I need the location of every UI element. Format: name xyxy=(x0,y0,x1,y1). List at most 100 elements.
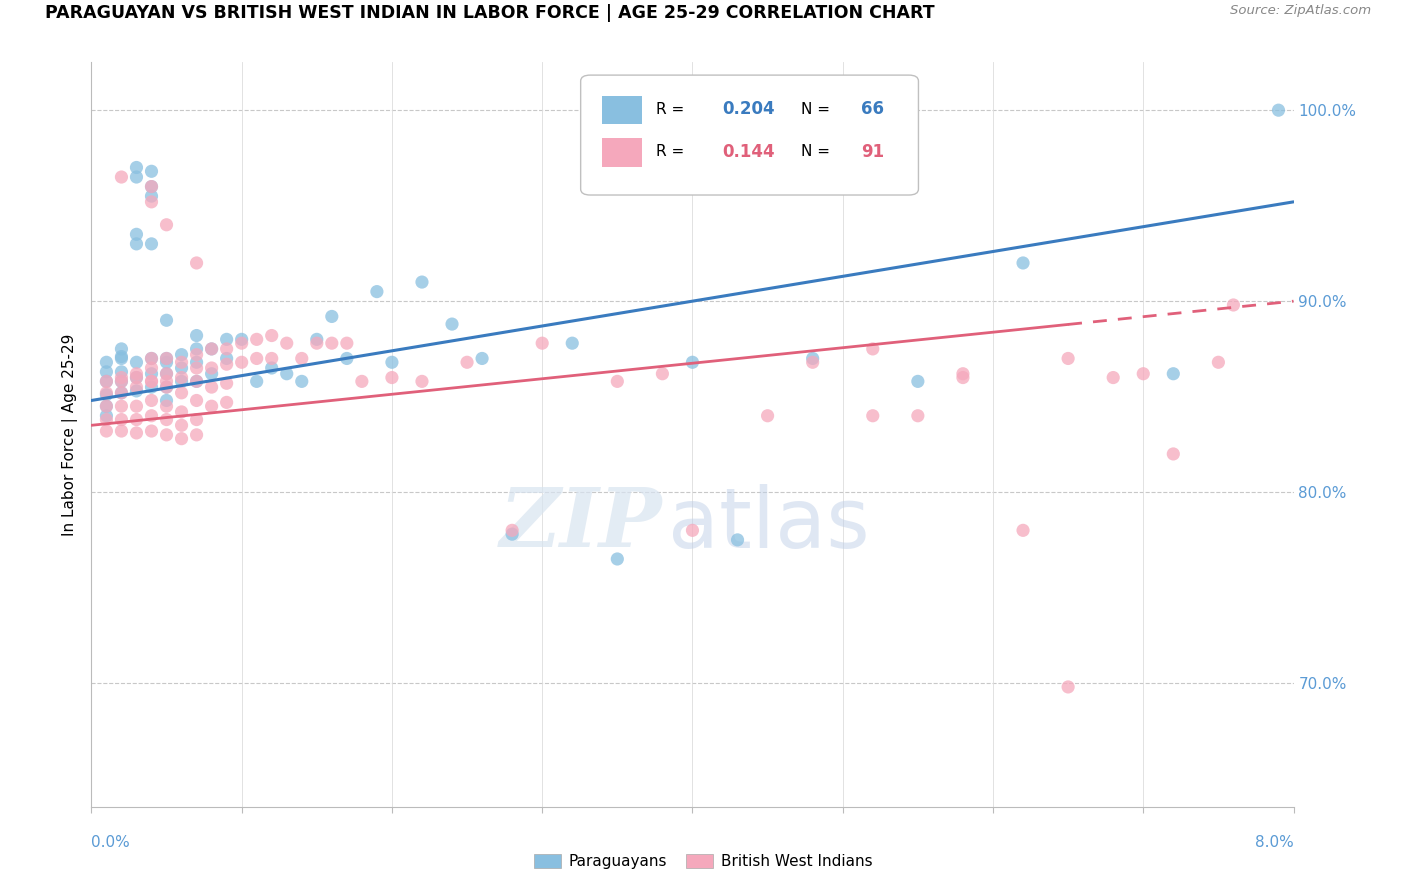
Point xyxy=(801,351,824,366)
Point xyxy=(141,164,163,178)
Point xyxy=(201,380,224,394)
Point xyxy=(411,275,433,289)
Point xyxy=(350,375,373,389)
Point xyxy=(260,351,283,366)
Point xyxy=(96,399,118,413)
Point xyxy=(231,336,253,351)
Point xyxy=(125,370,148,384)
Point xyxy=(155,351,177,366)
Text: R =: R = xyxy=(657,102,689,117)
Point xyxy=(110,351,132,366)
Point xyxy=(1012,256,1035,270)
Point xyxy=(186,427,208,442)
Point xyxy=(456,355,478,369)
Point xyxy=(155,313,177,327)
Point xyxy=(186,328,208,343)
Legend: Paraguayans, British West Indians: Paraguayans, British West Indians xyxy=(527,848,879,875)
Point xyxy=(110,342,132,356)
Point xyxy=(110,385,132,400)
Point xyxy=(201,399,224,413)
Point xyxy=(110,385,132,400)
Point xyxy=(141,375,163,389)
Point xyxy=(125,370,148,384)
Y-axis label: In Labor Force | Age 25-29: In Labor Force | Age 25-29 xyxy=(62,334,79,536)
Point xyxy=(1132,367,1154,381)
Point xyxy=(125,236,148,251)
Point xyxy=(110,365,132,379)
Point xyxy=(186,375,208,389)
Text: ZIP: ZIP xyxy=(499,484,662,565)
Point xyxy=(155,380,177,394)
Point xyxy=(155,218,177,232)
Text: 0.0%: 0.0% xyxy=(91,836,131,850)
Point xyxy=(170,418,193,433)
Point xyxy=(201,361,224,376)
Point xyxy=(215,351,238,366)
Point xyxy=(1102,370,1125,384)
Text: 91: 91 xyxy=(860,143,884,161)
Point xyxy=(170,361,193,376)
Point xyxy=(125,161,148,175)
Point xyxy=(186,348,208,362)
Text: 66: 66 xyxy=(860,101,884,119)
FancyBboxPatch shape xyxy=(602,138,643,167)
Point xyxy=(1057,351,1080,366)
Point xyxy=(125,425,148,440)
Point xyxy=(155,393,177,408)
Point xyxy=(215,342,238,356)
Point xyxy=(96,355,118,369)
Point xyxy=(381,355,404,369)
Point xyxy=(1161,447,1184,461)
Point xyxy=(907,375,929,389)
Point xyxy=(141,236,163,251)
Point xyxy=(411,375,433,389)
Point xyxy=(155,351,177,366)
Point xyxy=(155,375,177,389)
Point xyxy=(381,370,404,384)
Point xyxy=(260,328,283,343)
Point xyxy=(366,285,388,299)
Point xyxy=(321,310,343,324)
Point xyxy=(215,376,238,391)
Point xyxy=(1161,367,1184,381)
Point xyxy=(186,393,208,408)
Point xyxy=(110,169,132,184)
Text: N =: N = xyxy=(800,145,835,160)
Point xyxy=(681,524,703,538)
Point xyxy=(141,189,163,203)
Point xyxy=(125,355,148,369)
Point xyxy=(110,412,132,426)
Point xyxy=(1267,103,1289,118)
Point xyxy=(170,405,193,419)
Point xyxy=(606,552,628,566)
Point xyxy=(141,361,163,376)
Point xyxy=(1057,680,1080,694)
Point xyxy=(186,375,208,389)
Point xyxy=(96,375,118,389)
Point xyxy=(141,424,163,438)
Point xyxy=(201,342,224,356)
Point xyxy=(305,336,328,351)
Point xyxy=(231,332,253,346)
Point xyxy=(141,179,163,194)
Point xyxy=(186,256,208,270)
Point xyxy=(907,409,929,423)
Point xyxy=(96,385,118,400)
Point xyxy=(201,367,224,381)
Point xyxy=(125,227,148,242)
Point xyxy=(141,351,163,366)
Point xyxy=(561,336,583,351)
Point xyxy=(606,375,628,389)
Point xyxy=(305,332,328,346)
Text: atlas: atlas xyxy=(668,483,870,565)
Point xyxy=(155,412,177,426)
Point xyxy=(952,370,974,384)
Text: 0.204: 0.204 xyxy=(723,101,775,119)
Point xyxy=(110,375,132,389)
Point xyxy=(952,367,974,381)
Point xyxy=(170,375,193,389)
Point xyxy=(501,524,523,538)
Point xyxy=(1208,355,1230,369)
Point xyxy=(125,384,148,398)
Point xyxy=(96,365,118,379)
